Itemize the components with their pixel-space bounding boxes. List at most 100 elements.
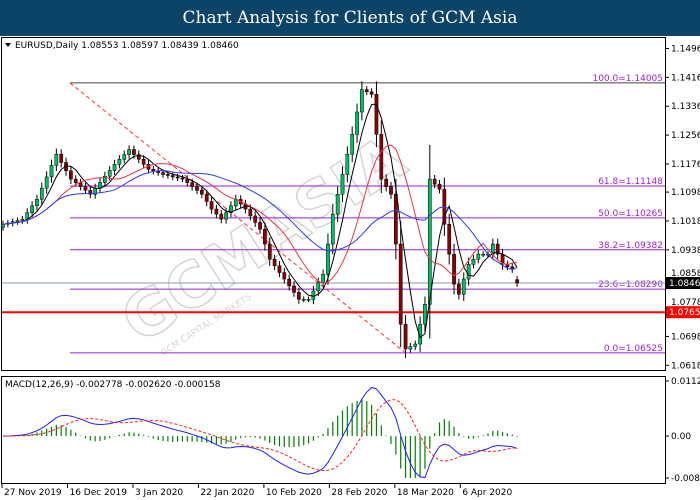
bear-candle <box>495 243 500 255</box>
bear-candle <box>185 178 190 183</box>
bull-candle <box>15 220 20 222</box>
fib-label: 0.0=1.06525 <box>604 344 663 354</box>
bull-candle <box>306 299 311 301</box>
bull-candle <box>418 323 422 345</box>
bear-candle <box>384 178 388 187</box>
bear-candle <box>374 94 379 135</box>
bull-candle <box>311 290 316 300</box>
bear-candle <box>200 190 204 195</box>
support-price-badge <box>666 306 700 319</box>
price-tick-label: 1.07780 <box>671 298 700 308</box>
bull-candle <box>350 134 355 155</box>
current-price-badge-label: 1.08460 <box>669 279 700 289</box>
price-tick-label: 1.11760 <box>671 160 700 170</box>
fib-label: 38.2=1.09382 <box>598 241 663 251</box>
bull-candle <box>117 159 122 165</box>
price-tick-label: 1.12560 <box>671 131 700 141</box>
macd-tick-label: -0.008585 <box>671 474 700 484</box>
bear-candle <box>214 208 219 215</box>
price-tick-label: 1.14160 <box>671 73 700 83</box>
fib-label: 50.0=1.10265 <box>598 209 663 219</box>
bull-candle <box>103 175 107 183</box>
bear-candle <box>258 222 262 230</box>
bear-candle <box>282 272 287 280</box>
bear-candle <box>403 323 408 350</box>
bear-candle <box>277 265 282 273</box>
symbol-label: EURUSD,Daily <box>15 41 79 51</box>
bull-candle <box>355 111 359 135</box>
bull-candle <box>1 223 5 228</box>
bull-candle <box>360 89 364 113</box>
date-label: 27 Nov 2019 <box>4 488 62 498</box>
macd-line <box>2 386 518 479</box>
bear-candle <box>267 243 272 260</box>
bull-candle <box>335 194 340 215</box>
bear-candle <box>432 178 437 185</box>
bear-candle <box>248 208 253 217</box>
price-tick-label: 1.06180 <box>671 361 700 371</box>
bull-candle <box>466 264 471 280</box>
bull-candle <box>122 154 127 160</box>
bull-candle <box>224 212 228 220</box>
bull-candle <box>39 187 44 200</box>
bear-candle <box>161 172 165 175</box>
trend-line <box>69 82 406 354</box>
bear-candle <box>272 258 277 266</box>
bear-candle <box>166 174 170 176</box>
bear-candle <box>59 153 64 163</box>
bull-candle <box>481 253 485 256</box>
bull-candle <box>20 218 25 221</box>
bear-candle <box>132 149 136 155</box>
price-tick-label: 1.06980 <box>671 332 700 342</box>
price-tick-label: 1.14960 <box>671 44 700 54</box>
bear-candle <box>452 253 456 285</box>
price-tick-label: 1.13360 <box>671 102 700 112</box>
macd-tick-label: 0.011291 <box>671 377 700 387</box>
bull-candle <box>330 213 335 245</box>
bear-candle <box>69 170 73 180</box>
bull-candle <box>326 243 330 275</box>
date-label: 18 Mar 2020 <box>397 488 454 498</box>
bear-candle <box>389 186 393 195</box>
bear-candle <box>175 176 180 179</box>
support-price-badge-label: 1.07652 <box>669 308 700 318</box>
bull-candle <box>35 199 39 207</box>
bull-candle <box>49 165 54 178</box>
bull-candle <box>408 346 413 350</box>
bear-candle <box>457 283 461 295</box>
current-price-badge <box>666 277 700 290</box>
bear-candle <box>73 178 78 183</box>
bull-candle <box>321 274 325 283</box>
bull-candle <box>476 253 481 260</box>
bear-candle <box>287 278 291 287</box>
price-tick-label: 1.10980 <box>671 188 700 198</box>
bull-candle <box>427 178 432 305</box>
fib-label: 100.0=1.14005 <box>592 74 663 84</box>
bear-candle <box>437 183 442 190</box>
date-label: 16 Dec 2019 <box>69 488 127 498</box>
bear-candle <box>180 177 185 180</box>
main-chart-frame <box>1 37 666 371</box>
bull-candle <box>461 278 466 295</box>
bear-candle <box>195 186 199 191</box>
bull-candle <box>107 170 112 177</box>
bull-candle <box>30 205 34 213</box>
ma-mid-line <box>2 144 518 284</box>
bull-candle <box>316 282 321 292</box>
bull-candle <box>423 304 427 325</box>
bull-candle <box>340 174 345 195</box>
bear-candle <box>398 243 403 325</box>
price-tick-label: 1.09380 <box>671 246 700 256</box>
bull-candle <box>44 176 49 189</box>
bear-candle <box>190 182 195 187</box>
date-label: 22 Jan 2020 <box>200 488 254 498</box>
bear-candle <box>141 159 146 165</box>
bear-candle <box>515 279 519 284</box>
bull-candle <box>471 258 476 265</box>
bear-candle <box>88 190 93 195</box>
bear-candle <box>369 91 374 95</box>
bear-candle <box>263 229 267 245</box>
collapse-triangle-icon[interactable] <box>5 43 11 47</box>
date-label: 3 Jan 2020 <box>135 488 183 498</box>
bear-candle <box>253 215 258 223</box>
